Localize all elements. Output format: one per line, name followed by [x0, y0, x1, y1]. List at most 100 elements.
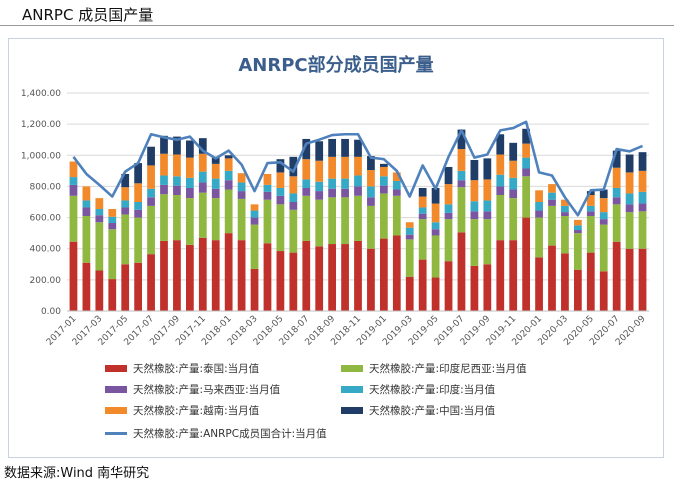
bar-segment-thailand — [586, 252, 595, 311]
legend-swatch-indonesia — [341, 365, 363, 372]
bar-segment-indonesia — [457, 187, 466, 233]
bar-segment-vietnam — [250, 204, 259, 211]
bar-segment-india — [160, 175, 168, 185]
bar-segment-india — [198, 171, 207, 183]
bar-segment-china — [147, 146, 155, 166]
bar-segment-malaysia — [638, 203, 647, 212]
bar-segment-malaysia — [315, 191, 324, 200]
bar-segment-china — [457, 129, 466, 150]
bar-segment-china — [367, 156, 375, 171]
bar-segment-india — [315, 181, 324, 192]
legend-label-thailand: 天然橡胶:产量:泰国:当月值 — [133, 362, 260, 375]
bar-segment-india — [69, 177, 78, 185]
bar-segment-china — [638, 152, 647, 171]
bar-segment-malaysia — [82, 207, 91, 217]
bar-segment-thailand — [535, 257, 543, 311]
bar-segment-china — [483, 158, 492, 180]
bar-segment-indonesia — [185, 198, 194, 245]
bar-segment-china — [185, 140, 194, 158]
bar-segment-vietnam — [160, 153, 168, 176]
bar-segment-indonesia — [211, 198, 220, 241]
bar-segment-india — [470, 201, 479, 212]
bar-segment-india — [573, 225, 582, 231]
bar-segment-india — [341, 178, 349, 189]
bar-segment-india — [185, 177, 194, 188]
bar-segment-india — [457, 170, 466, 181]
bar-segment-vietnam — [147, 165, 155, 189]
bar-segment-malaysia — [379, 185, 388, 194]
bar-segment-vietnam — [470, 180, 479, 202]
bar-segment-indonesia — [95, 222, 104, 271]
bar-segment-thailand — [82, 262, 91, 311]
bar-segment-malaysia — [548, 199, 556, 206]
bar-segment-vietnam — [185, 157, 194, 178]
bar-segment-india — [535, 202, 543, 211]
page-title: ANRPC 成员国产量 — [22, 6, 154, 24]
bar-segment-india — [354, 175, 362, 187]
legend-swatch-india — [341, 386, 363, 393]
bar-segment-indonesia — [302, 195, 311, 241]
bar-segment-thailand — [444, 261, 453, 311]
y-tick-label: 400.00 — [30, 245, 62, 255]
legend-swatch-vietnam — [105, 407, 127, 414]
bar-segment-vietnam — [237, 173, 246, 183]
bar-segment-india — [250, 210, 259, 218]
bar-segment-vietnam — [561, 199, 569, 206]
bar-segment-thailand — [638, 248, 647, 311]
bar-segment-malaysia — [405, 234, 414, 240]
bar-segment-malaysia — [561, 212, 569, 217]
header-divider — [0, 25, 674, 26]
bar-segment-vietnam — [108, 209, 117, 217]
bar-segment-china — [509, 142, 518, 161]
legend-label-vietnam: 天然橡胶:产量:越南:当月值 — [133, 404, 260, 417]
bar-segment-indonesia — [573, 233, 582, 270]
bar-segment-malaysia — [173, 185, 181, 195]
bar-segment-malaysia — [496, 186, 505, 195]
bar-segment-malaysia — [276, 195, 285, 205]
bar-segment-china — [224, 155, 233, 159]
bar-segment-malaysia — [586, 211, 595, 217]
bar-segment-thailand — [198, 237, 207, 311]
legend-label-china: 天然橡胶:产量:中国:当月值 — [369, 404, 496, 417]
bar-segment-vietnam — [69, 161, 78, 178]
bar-segment-indonesia — [173, 194, 181, 241]
bar-segment-thailand — [405, 276, 414, 311]
bar-segment-thailand — [470, 265, 479, 311]
bar-segment-indonesia — [315, 199, 324, 247]
bar-segment-thailand — [289, 252, 298, 311]
bar-segment-malaysia — [263, 191, 272, 200]
bar-segment-india — [431, 222, 440, 230]
bar-segment-thailand — [250, 268, 259, 311]
bar-segment-china — [160, 135, 168, 154]
bar-segment-indonesia — [341, 197, 349, 245]
bar-segment-malaysia — [535, 210, 543, 218]
bar-segment-indonesia — [328, 197, 337, 245]
bar-segment-china — [302, 138, 311, 160]
legend: 天然橡胶:产量:泰国:当月值 天然橡胶:产量:印度尼西亚:当月值天然橡胶:产量:马… — [105, 362, 527, 440]
bar-segment-thailand — [392, 235, 401, 311]
chart-frame: ANRPC部分成员国产量 0.00 200.00 400.00 600.00 800.0… — [8, 38, 664, 458]
bar-segment-china — [328, 138, 337, 157]
bar-segment-vietnam — [586, 194, 595, 206]
bar-segment-malaysia — [341, 188, 349, 198]
bar-segment-thailand — [599, 271, 608, 311]
bar-segment-vietnam — [95, 198, 104, 210]
total-line-path — [72, 120, 644, 217]
bar-segment-indonesia — [638, 211, 647, 249]
bar-segment-vietnam — [379, 166, 388, 177]
bar-segment-vietnam — [431, 203, 440, 223]
bar-segment-vietnam — [354, 156, 362, 176]
bar-segment-india — [522, 157, 531, 169]
bar-segment-indonesia — [69, 195, 78, 242]
bar-segment-indonesia — [599, 224, 608, 272]
bar-segment-malaysia — [444, 212, 453, 220]
bar-segment-india — [612, 187, 621, 198]
bar-segment-indonesia — [561, 216, 569, 254]
bar-segment-vietnam — [315, 160, 324, 182]
legend-swatch-malaysia — [105, 386, 127, 393]
bar-segment-vietnam — [392, 172, 401, 181]
bar-segment-india — [586, 205, 595, 212]
bar-segment-india — [444, 204, 453, 213]
bar-segment-indonesia — [548, 205, 556, 246]
bar-segment-thailand — [328, 244, 337, 311]
